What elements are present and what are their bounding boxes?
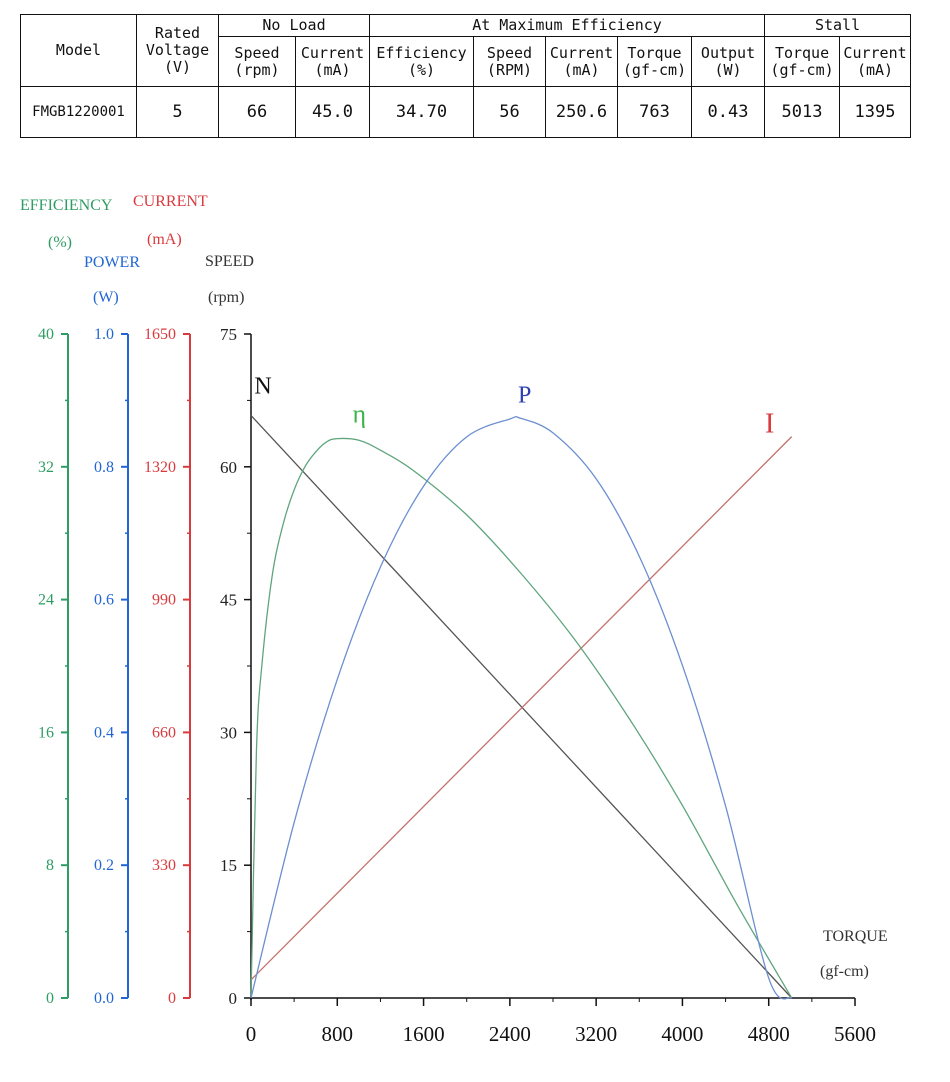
torque-axis-unit: (gf-cm)	[820, 963, 869, 980]
current-curve-label: I	[765, 409, 774, 440]
speed-curve	[250, 415, 793, 999]
speed-tick-label: 30	[220, 723, 237, 742]
speed-axis-title: SPEED	[205, 253, 254, 270]
efficiency-tick-label: 32	[38, 459, 54, 476]
torque-tick-label: 5600	[834, 1022, 876, 1046]
torque-tick-label: 1600	[403, 1022, 445, 1046]
subheader-output: Output (W)	[690, 36, 766, 87]
current-tick-label: 660	[152, 724, 176, 741]
subheader-maxeff-speed: Speed (RPM)	[473, 36, 546, 87]
current-tick-label: 990	[152, 592, 176, 609]
cell-rated-voltage: 5	[136, 86, 219, 138]
power-curve-label: P	[518, 382, 531, 408]
cell-noload-current: 45.0	[295, 86, 370, 138]
speed-tick-label: 45	[220, 591, 237, 610]
header-model: Model	[20, 14, 137, 87]
speed-curve-label: N	[254, 373, 271, 399]
cell-stall-current: 1395	[839, 86, 912, 138]
cell-maxeff-current: 250.6	[545, 86, 618, 138]
current-axis-unit: (mA)	[147, 231, 182, 248]
current-curve	[250, 436, 793, 981]
power-curve	[250, 415, 793, 1000]
power-tick-label: 0.4	[94, 724, 114, 741]
power-tick-label: 0.0	[94, 990, 114, 1007]
efficiency-tick-label: 8	[46, 857, 54, 874]
torque-tick-label: 800	[322, 1022, 354, 1046]
speed-tick-label: 60	[220, 458, 237, 477]
current-tick-label: 0	[168, 990, 176, 1007]
power-axis-title: POWER	[84, 254, 140, 271]
power-tick-label: 0.8	[94, 459, 114, 476]
spec-table: Model Rated Voltage (V) No Load At Maxim…	[20, 14, 912, 138]
power-tick-label: 1.0	[94, 326, 114, 343]
subheader-maxeff-torque: Torque (gf-cm)	[617, 36, 692, 87]
subheader-stall-current: Current (mA)	[839, 36, 912, 87]
torque-tick-label: 4000	[661, 1022, 703, 1046]
power-tick-label: 0.2	[94, 857, 114, 874]
speed-tick-label: 0	[229, 989, 238, 1008]
speed-axis-unit: (rpm)	[208, 289, 245, 306]
efficiency-curve	[250, 437, 793, 999]
efficiency-tick-label: 24	[38, 592, 54, 609]
efficiency-axis-title: EFFICIENCY	[20, 197, 113, 214]
subheader-efficiency: Efficiency (%)	[369, 36, 474, 87]
power-tick-label: 0.6	[94, 592, 114, 609]
speed-tick-label: 15	[220, 856, 237, 875]
header-max-efficiency: At Maximum Efficiency	[368, 14, 766, 37]
header-stall: Stall	[764, 14, 912, 37]
cell-maxeff-torque: 763	[617, 86, 692, 138]
subheader-maxeff-current: Current (mA)	[545, 36, 618, 87]
torque-tick-label: 2400	[489, 1022, 531, 1046]
efficiency-curve-label: η	[352, 400, 366, 429]
current-tick-label: 1320	[144, 459, 176, 476]
torque-tick-label: 0	[246, 1022, 257, 1046]
torque-tick-label: 4800	[748, 1022, 790, 1046]
cell-efficiency: 34.70	[369, 86, 474, 138]
header-rated-voltage: Rated Voltage (V)	[136, 14, 219, 87]
current-axis-title: CURRENT	[133, 193, 208, 210]
cell-maxeff-speed: 56	[473, 86, 546, 138]
current-tick-label: 1650	[144, 326, 176, 343]
efficiency-axis-unit: (%)	[48, 234, 72, 251]
current-tick-label: 330	[152, 857, 176, 874]
cell-output: 0.43	[690, 86, 766, 138]
cell-stall-torque: 5013	[764, 86, 841, 138]
torque-axis-title: TORQUE	[823, 928, 888, 945]
power-axis-unit: (W)	[93, 289, 119, 306]
torque-tick-label: 3200	[575, 1022, 617, 1046]
efficiency-tick-label: 40	[38, 326, 54, 343]
efficiency-tick-label: 16	[38, 724, 54, 741]
speed-tick-label: 75	[220, 325, 237, 344]
cell-model: FMGB1220001	[20, 86, 137, 138]
efficiency-tick-label: 0	[46, 990, 54, 1007]
